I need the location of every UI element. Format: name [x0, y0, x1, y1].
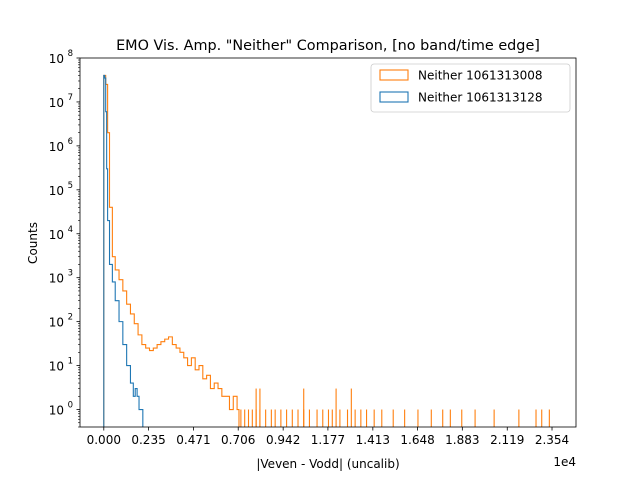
x-axis-offset-label: 1e4 [553, 455, 576, 469]
y-tick-label: 10 [49, 316, 64, 330]
x-tick-label: 1.177 [311, 433, 345, 447]
series-step-line [103, 74, 240, 427]
y-tick-label: 10 [49, 96, 64, 110]
y-tick-label: 10 [49, 140, 64, 154]
y-tick-exponent: 3 [68, 269, 73, 279]
legend-label: Neither 1061313008 [418, 69, 542, 83]
y-tick-exponent: 4 [68, 225, 73, 235]
y-tick-label: 10 [49, 184, 64, 198]
plot-marks [103, 74, 550, 427]
x-tick-label: 0.471 [176, 433, 210, 447]
y-tick-exponent: 6 [68, 137, 73, 147]
x-tick-label: 0.235 [131, 433, 165, 447]
y-tick-exponent: 0 [68, 401, 73, 411]
x-tick-label: 1.648 [400, 433, 434, 447]
legend-box [370, 63, 571, 113]
legend: Neither 1061313008 Neither 1061313128 [370, 63, 571, 113]
legend-swatch [379, 69, 409, 81]
y-tick-exponent: 2 [68, 313, 73, 323]
x-tick-label: 0.706 [221, 433, 255, 447]
x-tick-label: 0.000 [87, 433, 121, 447]
x-tick-label: 2.119 [490, 433, 524, 447]
x-tick-label: 1.413 [356, 433, 390, 447]
y-tick-label: 10 [49, 404, 64, 418]
chart-title: EMO Vis. Amp. "Neither" Comparison, [no … [116, 38, 540, 54]
series-step-line [103, 74, 144, 427]
y-axis-label: Counts [26, 222, 40, 264]
y-tick-exponent: 1 [68, 357, 73, 367]
y-axis-ticks: 10 0 10 1 10 2 10 3 10 4 10 5 10 6 10 7 10 8 [49, 49, 80, 428]
x-axis-label: |Veven - Vodd| (uncalib) [256, 457, 399, 471]
x-tick-label: 1.883 [445, 433, 479, 447]
axes-frame [79, 57, 577, 428]
y-tick-exponent: 8 [68, 49, 73, 59]
y-tick-exponent: 5 [68, 181, 73, 191]
x-tick-label: 2.354 [535, 433, 569, 447]
y-tick-label: 10 [49, 228, 64, 242]
x-tick-label: 0.942 [266, 433, 300, 447]
y-tick-label: 10 [49, 360, 64, 374]
y-tick-label: 10 [49, 52, 64, 66]
legend-swatch [379, 91, 409, 103]
legend-label: Neither 1061313128 [418, 91, 542, 105]
y-tick-exponent: 7 [68, 93, 73, 103]
x-axis-ticks: 0.000 0.235 0.471 0.706 0.942 1.177 1.413 1.648… [87, 427, 569, 447]
y-tick-label: 10 [49, 272, 64, 286]
